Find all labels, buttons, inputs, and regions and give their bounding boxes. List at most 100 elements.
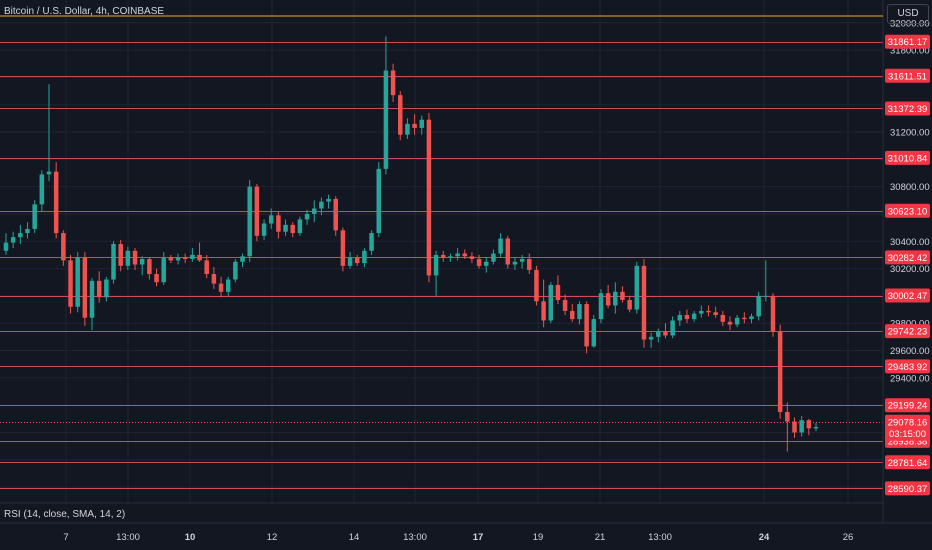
level-labels: 31861.17 31611.51 31372.39 31010.84 30623.10…	[885, 34, 930, 496]
candle-body	[369, 233, 374, 251]
x-tick-label: 17	[473, 532, 484, 543]
x-tick-label: 19	[533, 532, 544, 543]
candle-body	[204, 260, 209, 275]
level-label: 29742.23	[888, 327, 928, 338]
candle-body	[476, 259, 482, 266]
candle-body	[792, 421, 797, 433]
level-label-bg	[885, 34, 930, 49]
level-label: 31372.39	[888, 104, 928, 115]
candle-body	[813, 426, 819, 429]
candle-body	[620, 291, 625, 300]
candle-body	[197, 254, 202, 261]
candle-body	[699, 310, 704, 314]
candle-body	[254, 186, 260, 236]
candle-body	[677, 315, 683, 321]
candle-body	[734, 317, 740, 325]
candle-body	[448, 256, 453, 258]
candle-body	[462, 253, 468, 257]
candle-body	[562, 299, 568, 311]
candle-body	[53, 171, 59, 234]
candle-body	[505, 238, 511, 265]
time-axis[interactable]: 7 13:00 10 12 14 13:00 17 19 21 13:00 24 26	[63, 532, 853, 543]
candle-body	[89, 280, 95, 318]
candle-body	[577, 304, 582, 320]
x-tick-label: 24	[759, 532, 770, 543]
level-label: 31010.84	[888, 153, 928, 164]
candle-body	[68, 260, 73, 307]
y-tick-label: 30200.00	[890, 264, 930, 275]
chart-title: Bitcoin / U.S. Dollar, 4h, COINBASE	[4, 6, 165, 17]
candle-body	[498, 238, 503, 254]
candle-body	[742, 317, 747, 320]
candle-body	[362, 250, 367, 264]
horizontal-levels	[0, 42, 883, 489]
candle-body	[182, 257, 188, 260]
x-tick-label: 12	[267, 532, 278, 543]
level-label: 29199.24	[888, 401, 928, 412]
candle-body	[491, 253, 496, 262]
candle-body	[770, 295, 776, 332]
last-price-bg	[885, 414, 930, 441]
x-tick-label: 13:00	[403, 532, 427, 543]
candle-body	[304, 213, 310, 220]
candle-body	[75, 257, 80, 307]
candle-body	[713, 312, 718, 316]
candle-body	[512, 261, 518, 265]
candle-body	[691, 313, 697, 320]
y-tick-label: 30800.00	[890, 182, 930, 193]
candle-body	[104, 279, 109, 298]
level-label: 30623.10	[888, 206, 928, 217]
candle-body	[763, 295, 769, 297]
candle-body	[139, 259, 145, 265]
rsi-indicator-label[interactable]: RSI (14, close, SMA, 14, 2)	[4, 509, 126, 520]
candle-body	[61, 233, 66, 261]
level-label-bg	[885, 203, 930, 218]
candlestick-series	[3, 36, 819, 452]
candle-body	[383, 70, 389, 169]
candle-body	[806, 420, 812, 429]
candle-body	[419, 119, 425, 128]
level-label-bg	[885, 359, 930, 374]
x-tick-label: 21	[595, 532, 606, 543]
candle-body	[175, 257, 181, 261]
candle-body	[10, 237, 16, 243]
candle-body	[147, 259, 152, 275]
candle-body	[641, 265, 647, 340]
level-label-bg	[885, 150, 930, 165]
candle-body	[18, 233, 23, 238]
candle-body	[727, 321, 733, 325]
candle-body	[247, 186, 252, 257]
candle-body	[441, 254, 446, 258]
y-tick-label: 30400.00	[890, 237, 930, 248]
candle-body	[347, 257, 353, 266]
level-label-bg	[885, 324, 930, 339]
candle-body	[455, 253, 460, 257]
x-tick-label: 10	[185, 532, 196, 543]
candle-body	[405, 123, 410, 135]
level-label-bg	[885, 101, 930, 116]
candle-body	[333, 198, 338, 231]
candle-body	[426, 119, 432, 276]
level-label-bg	[885, 398, 930, 413]
candle-body	[340, 230, 346, 266]
candle-body	[190, 254, 195, 260]
candle-body	[376, 168, 381, 234]
candle-body	[785, 411, 790, 422]
candle-body	[799, 420, 804, 433]
level-label: 28781.64	[888, 458, 928, 469]
x-tick-label: 7	[63, 532, 68, 543]
level-label: 30002.47	[888, 291, 928, 302]
candle-body	[433, 254, 439, 276]
candle-body	[211, 274, 217, 284]
candle-body	[161, 257, 166, 283]
candle-body	[670, 320, 675, 336]
y-tick-label: 31800.00	[890, 46, 930, 57]
currency-button[interactable]: USD	[887, 4, 929, 24]
candle-body	[154, 274, 159, 283]
candle-body	[598, 293, 604, 320]
candle-body	[96, 280, 102, 298]
candle-body	[648, 336, 654, 340]
candle-body	[225, 279, 231, 292]
candle-body	[541, 301, 546, 321]
